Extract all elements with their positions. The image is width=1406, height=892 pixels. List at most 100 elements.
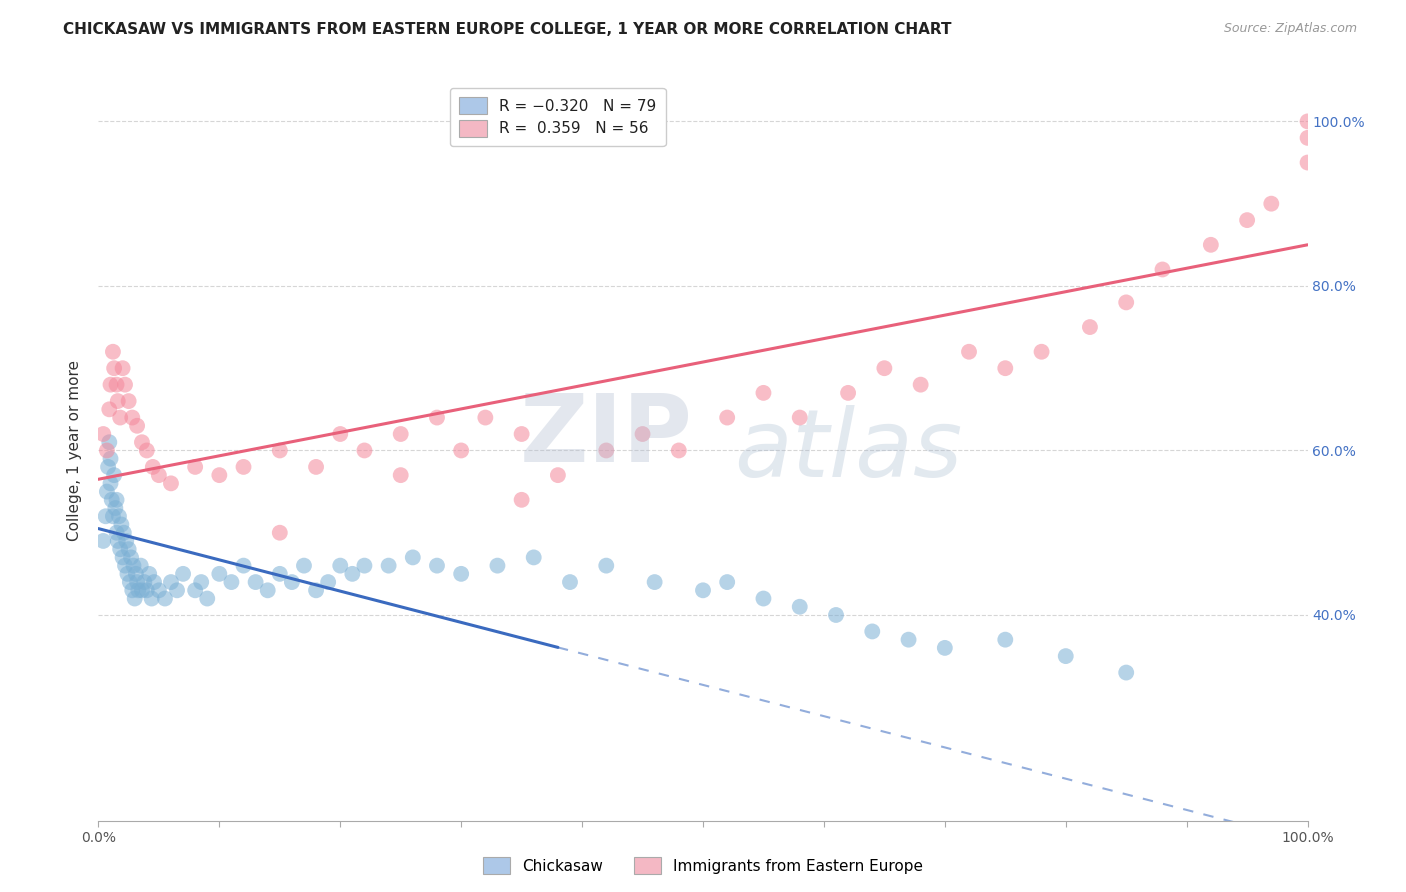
Point: [245, 575, 267, 590]
Point: [292, 558, 315, 573]
Point: [305, 459, 328, 474]
Point: [105, 525, 128, 540]
Point: [1260, 196, 1282, 211]
Point: [121, 583, 143, 598]
Point: [329, 427, 352, 442]
Point: [1078, 320, 1101, 334]
Point: [547, 468, 569, 483]
Point: [108, 410, 131, 425]
Point: [120, 550, 142, 565]
Point: [353, 558, 375, 573]
Point: [111, 361, 134, 376]
Point: [510, 492, 533, 507]
Point: [377, 558, 399, 573]
Point: [232, 459, 254, 474]
Point: [523, 550, 546, 565]
Text: ZIP: ZIP: [520, 390, 693, 482]
Point: [105, 492, 128, 507]
Point: [131, 583, 153, 598]
Point: [108, 542, 131, 557]
Point: [281, 575, 304, 590]
Point: [118, 542, 141, 557]
Point: [426, 410, 449, 425]
Point: [994, 361, 1017, 376]
Point: [897, 632, 920, 647]
Text: Source: ZipAtlas.com: Source: ZipAtlas.com: [1223, 22, 1357, 36]
Point: [668, 443, 690, 458]
Point: [789, 599, 811, 614]
Point: [825, 607, 848, 622]
Point: [98, 435, 121, 450]
Point: [121, 410, 143, 425]
Point: [148, 583, 170, 598]
Point: [595, 558, 617, 573]
Point: [450, 443, 472, 458]
Point: [134, 575, 156, 590]
Point: [329, 558, 352, 573]
Point: [153, 591, 176, 606]
Point: [1054, 649, 1077, 664]
Point: [221, 575, 243, 590]
Point: [450, 566, 472, 581]
Point: [1115, 295, 1137, 310]
Point: [1296, 155, 1319, 169]
Point: [124, 591, 146, 606]
Point: [389, 468, 412, 483]
Point: [100, 377, 122, 392]
Point: [141, 591, 163, 606]
Point: [117, 566, 139, 581]
Point: [389, 427, 412, 442]
Point: [1199, 237, 1222, 252]
Point: [96, 484, 118, 499]
Point: [957, 344, 980, 359]
Point: [91, 427, 114, 442]
Point: [474, 410, 496, 425]
Point: [96, 443, 118, 458]
Point: [752, 591, 775, 606]
Point: [631, 427, 654, 442]
Y-axis label: College, 1 year or more: College, 1 year or more: [67, 360, 83, 541]
Point: [1031, 344, 1053, 359]
Point: [716, 410, 738, 425]
Point: [752, 385, 775, 400]
Point: [1236, 213, 1258, 227]
Point: [131, 435, 153, 450]
Point: [873, 361, 896, 376]
Point: [305, 583, 328, 598]
Point: [100, 451, 122, 466]
Point: [426, 558, 449, 573]
Point: [127, 575, 149, 590]
Point: [104, 501, 127, 516]
Point: [184, 583, 207, 598]
Point: [353, 443, 375, 458]
Point: [994, 632, 1017, 647]
Point: [1115, 665, 1137, 680]
Point: [101, 509, 124, 524]
Point: [107, 533, 129, 548]
Point: [256, 583, 278, 598]
Legend: Chickasaw, Immigrants from Eastern Europe: Chickasaw, Immigrants from Eastern Europ…: [477, 851, 929, 880]
Point: [142, 459, 165, 474]
Point: [127, 418, 149, 433]
Point: [692, 583, 714, 598]
Point: [101, 344, 124, 359]
Point: [160, 476, 183, 491]
Point: [342, 566, 364, 581]
Point: [1296, 131, 1319, 145]
Point: [716, 575, 738, 590]
Point: [103, 468, 125, 483]
Point: [114, 377, 136, 392]
Point: [100, 476, 122, 491]
Point: [837, 385, 859, 400]
Point: [129, 558, 152, 573]
Point: [316, 575, 339, 590]
Point: [138, 566, 160, 581]
Text: atlas: atlas: [734, 405, 962, 496]
Point: [934, 640, 956, 655]
Point: [127, 583, 149, 598]
Point: [208, 468, 231, 483]
Point: [269, 566, 291, 581]
Point: [160, 575, 183, 590]
Point: [402, 550, 425, 565]
Point: [486, 558, 509, 573]
